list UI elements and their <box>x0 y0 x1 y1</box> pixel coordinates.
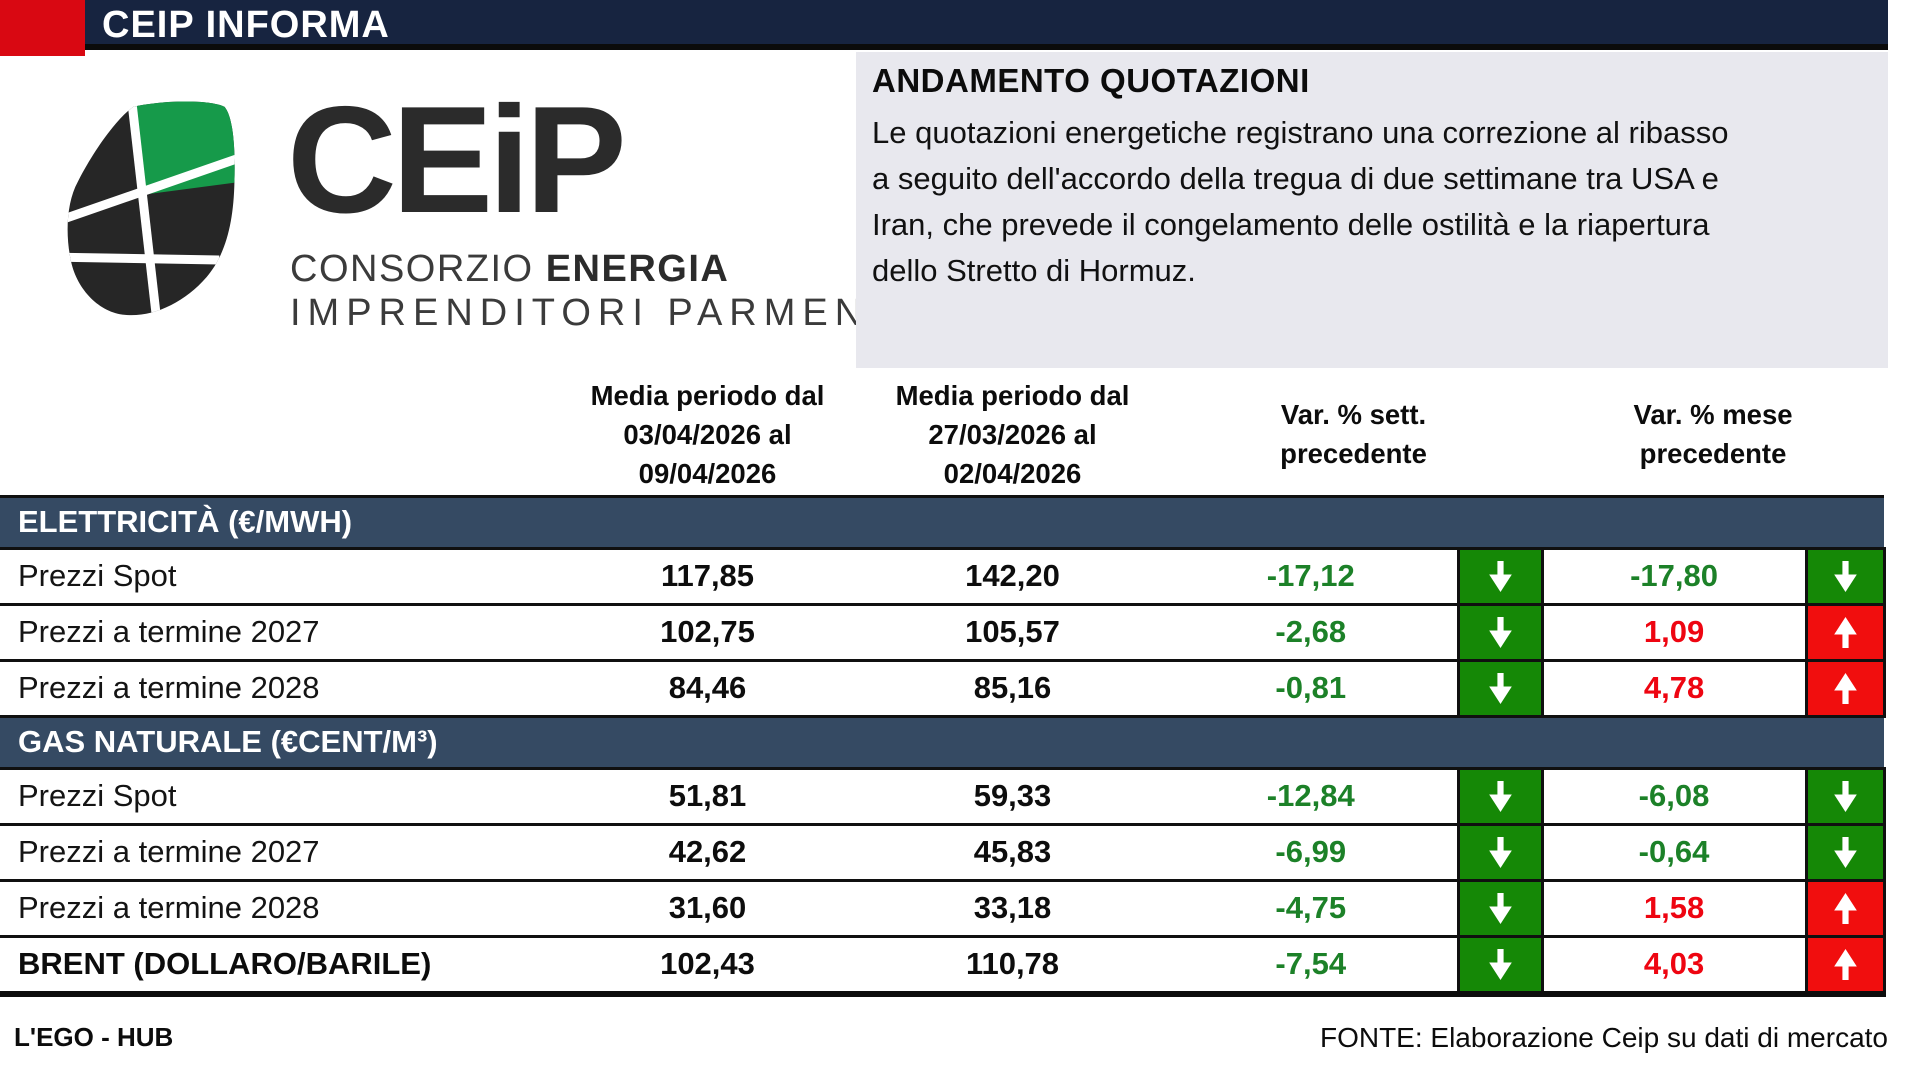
logo-energia-text: ENERGIA <box>545 248 730 290</box>
var-month-arrow-cell <box>1804 766 1886 826</box>
arrow-down-icon <box>1488 560 1512 592</box>
footer-credit: L'EGO - HUB <box>14 1022 174 1052</box>
summary-title: ANDAMENTO QUOTAZIONI <box>872 62 1310 99</box>
var-month-value: 4,78 <box>1542 658 1807 718</box>
arrow-down-icon <box>1833 560 1857 592</box>
var-week-arrow-cell <box>1456 602 1544 662</box>
footer-source: FONTE: Elaborazione Ceip su dati di merc… <box>1319 1022 1888 1053</box>
var-month-arrow-cell <box>1804 822 1886 882</box>
row-label: Prezzi a termine 2027 <box>0 602 555 662</box>
summary-body: Le quotazioni energetiche registrano una… <box>872 115 1729 288</box>
var-week-arrow-cell <box>1456 878 1544 938</box>
value-media-2: 33,18 <box>860 878 1165 938</box>
table-row: Prezzi a termine 2027 42,62 45,83 -6,99 … <box>0 822 1886 882</box>
var-week-value: -6,99 <box>1165 822 1458 882</box>
arrow-up-icon <box>1833 892 1857 924</box>
red-accent-block <box>0 0 85 56</box>
value-media-2: 142,20 <box>860 546 1165 606</box>
table-row: Prezzi a termine 2027 102,75 105,57 -2,6… <box>0 602 1886 662</box>
header-empty-cell <box>0 374 555 496</box>
quotes-summary-box: ANDAMENTO QUOTAZIONI Le quotazioni energ… <box>856 52 1888 368</box>
logo-subtitle-1: CONSORZIO ENERGIA <box>290 248 729 291</box>
arrow-down-icon <box>1833 836 1857 868</box>
table-row: Prezzi Spot 51,81 59,33 -12,84 -6,08 <box>0 766 1886 826</box>
header-var-week: Var. % sett. precedente <box>1280 399 1427 470</box>
value-media-2: 59,33 <box>860 766 1165 826</box>
value-media-1: 42,62 <box>555 822 860 882</box>
header-media-period-2: Media periodo dal 27/03/2026 al 02/04/20… <box>895 379 1130 489</box>
logo-wordmark: CEiP <box>287 75 627 245</box>
var-week-value: -7,54 <box>1165 934 1458 997</box>
table-header: Media periodo dal 03/04/2026 al 09/04/20… <box>0 374 1884 496</box>
row-label: Prezzi a termine 2028 <box>0 658 555 718</box>
arrow-down-icon <box>1488 780 1512 812</box>
var-month-value: 4,03 <box>1542 934 1807 997</box>
var-week-value: -17,12 <box>1165 546 1458 606</box>
section-header-electricity: ELETTRICITÀ (€/MWH) <box>0 494 1885 550</box>
var-month-arrow-cell <box>1804 934 1886 997</box>
logo-consorzio-text: CONSORZIO <box>290 248 546 290</box>
table-row: Prezzi a termine 2028 31,60 33,18 -4,75 … <box>0 878 1886 938</box>
logo-subtitle-2: IMPRENDITORI PARMENSI <box>290 292 920 334</box>
table-row: Prezzi a termine 2028 84,46 85,16 -0,81 … <box>0 658 1886 718</box>
section-header-gas: GAS NATURALE (€CENT/M³) <box>0 714 1885 770</box>
value-media-1: 51,81 <box>555 766 860 826</box>
var-week-value: -4,75 <box>1165 878 1458 938</box>
value-media-2: 105,57 <box>860 602 1165 662</box>
var-week-value: -0,81 <box>1165 658 1458 718</box>
table-row: Prezzi Spot 117,85 142,20 -17,12 -17,80 <box>0 546 1886 606</box>
page-title: CEIP INFORMA <box>102 4 390 46</box>
var-month-arrow-cell <box>1804 658 1886 718</box>
arrow-down-icon <box>1488 948 1512 980</box>
arrow-up-icon <box>1833 672 1857 704</box>
row-label: Prezzi Spot <box>0 546 555 606</box>
quotes-table: Media periodo dal 03/04/2026 al 09/04/20… <box>0 374 1886 997</box>
value-media-1: 102,75 <box>555 602 860 662</box>
var-week-value: -2,68 <box>1165 602 1458 662</box>
row-label: Prezzi Spot <box>0 766 555 826</box>
var-month-arrow-cell <box>1804 546 1886 606</box>
section-label: ELETTRICITÀ (€/MWH) <box>0 494 1885 550</box>
var-week-arrow-cell <box>1456 934 1544 997</box>
value-media-1: 31,60 <box>555 878 860 938</box>
arrow-down-icon <box>1488 892 1512 924</box>
var-week-arrow-cell <box>1456 658 1544 718</box>
section-label: GAS NATURALE (€CENT/M³) <box>0 714 1885 770</box>
top-bar: CEIP INFORMA <box>0 0 1888 56</box>
arrow-up-icon <box>1833 948 1857 980</box>
var-week-value: -12,84 <box>1165 766 1458 826</box>
arrow-down-icon <box>1833 780 1857 812</box>
var-month-value: 1,09 <box>1542 602 1807 662</box>
var-month-arrow-cell <box>1804 602 1886 662</box>
var-week-arrow-cell <box>1456 766 1544 826</box>
var-month-arrow-cell <box>1804 878 1886 938</box>
table-row-brent: BRENT (DOLLARO/BARILE) 102,43 110,78 -7,… <box>0 934 1886 997</box>
row-label: BRENT (DOLLARO/BARILE) <box>0 934 555 997</box>
top-bar-background <box>0 0 1888 50</box>
header-var-month: Var. % mese precedente <box>1633 399 1793 470</box>
arrow-down-icon <box>1488 616 1512 648</box>
header-media-period-1: Media periodo dal 03/04/2026 al 09/04/20… <box>590 379 825 489</box>
arrow-down-icon <box>1488 836 1512 868</box>
value-media-2: 110,78 <box>860 934 1165 997</box>
var-week-arrow-cell <box>1456 822 1544 882</box>
var-month-value: -0,64 <box>1542 822 1807 882</box>
arrow-down-icon <box>1488 672 1512 704</box>
arrow-up-icon <box>1833 616 1857 648</box>
value-media-2: 85,16 <box>860 658 1165 718</box>
row-label: Prezzi a termine 2028 <box>0 878 555 938</box>
var-month-value: 1,58 <box>1542 878 1807 938</box>
value-media-1: 102,43 <box>555 934 860 997</box>
value-media-1: 84,46 <box>555 658 860 718</box>
hero-section: CEiP CONSORZIO ENERGIA IMPRENDITORI PARM… <box>0 52 1920 374</box>
value-media-1: 117,85 <box>555 546 860 606</box>
var-month-value: -6,08 <box>1542 766 1807 826</box>
var-week-arrow-cell <box>1456 546 1544 606</box>
row-label: Prezzi a termine 2027 <box>0 822 555 882</box>
var-month-value: -17,80 <box>1542 546 1807 606</box>
value-media-2: 45,83 <box>860 822 1165 882</box>
footer: L'EGO - HUB FONTE: Elaborazione Ceip su … <box>0 1022 1888 1054</box>
ceip-leaf-icon <box>67 101 235 316</box>
